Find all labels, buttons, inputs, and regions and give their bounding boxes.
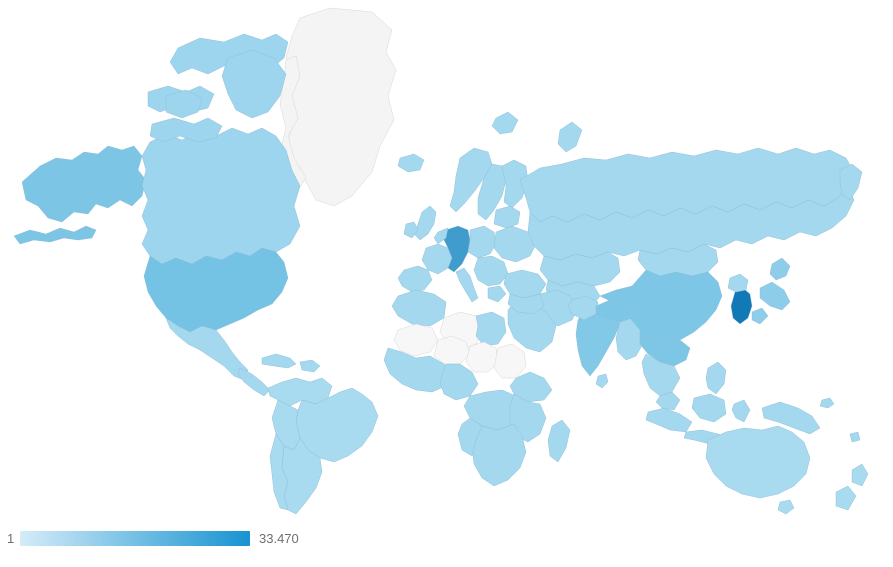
region-indonesia-sumatra[interactable] [646,408,692,432]
region-sri-lanka[interactable] [596,374,608,388]
region-novaya-zemlya[interactable] [558,122,582,152]
region-sudan[interactable] [494,344,526,378]
region-australia[interactable] [706,426,810,498]
region-canada[interactable] [142,128,300,264]
region-china[interactable] [600,270,722,344]
region-tasmania[interactable] [778,500,794,514]
region-japan-kyushu[interactable] [752,308,768,324]
region-japan-honshu[interactable] [760,282,790,310]
region-fiji[interactable] [850,432,860,442]
region-russia-south[interactable] [528,186,854,260]
region-victoria-island[interactable] [166,90,202,118]
region-benelux[interactable] [434,228,448,244]
region-madagascar[interactable] [548,420,570,462]
region-kamchatka[interactable] [840,164,862,200]
region-italy[interactable] [456,268,478,302]
region-philippines[interactable] [706,362,726,394]
region-east-africa[interactable] [510,394,546,442]
region-cuba-hispaniola[interactable] [300,360,320,372]
region-angola-zambia[interactable] [458,418,482,456]
region-caribbean[interactable] [262,354,296,368]
region-finland[interactable] [502,160,528,208]
region-pacific-islands[interactable] [820,398,834,408]
legend-min-label: 1 [7,530,15,546]
region-saudi-arabia[interactable] [508,300,556,352]
region-malaysia[interactable] [656,392,680,410]
region-japan[interactable] [770,258,790,280]
region-new-guinea[interactable] [762,402,820,434]
region-new-zealand-north[interactable] [852,464,868,486]
region-southern-africa[interactable] [472,424,526,486]
region-tibet[interactable] [596,300,632,322]
region-sweden[interactable] [478,164,506,220]
region-borneo[interactable] [692,394,726,422]
world-map-svg[interactable] [0,0,893,520]
region-aleutians[interactable] [14,226,96,244]
region-baffin-island[interactable] [222,50,286,118]
region-spain-portugal[interactable] [398,266,432,292]
region-south-korea[interactable] [731,288,752,324]
region-ireland[interactable] [404,222,418,238]
region-sulawesi[interactable] [732,400,750,422]
map-canvas[interactable] [0,0,893,520]
region-mali[interactable] [394,324,438,356]
region-poland-czech[interactable] [468,226,496,258]
region-united-kingdom[interactable] [414,206,436,240]
map-legend: 1 33.470 [0,523,893,553]
region-niger[interactable] [434,336,470,364]
region-alaska[interactable] [22,146,146,222]
region-baltic-states[interactable] [494,206,520,228]
region-chile-strip[interactable] [270,434,288,510]
legend-gradient-bar [20,530,250,546]
region-pakistan[interactable] [568,296,598,320]
region-north-korea[interactable] [728,274,748,292]
region-iceland[interactable] [398,154,424,172]
region-ukraine-belarus[interactable] [494,226,536,262]
region-turkey[interactable] [504,270,546,298]
region-new-zealand-south[interactable] [836,486,856,510]
region-ethiopia-horn[interactable] [510,372,552,402]
region-morocco-algeria[interactable] [392,290,446,326]
region-balkans[interactable] [474,256,508,286]
region-china-south[interactable] [640,330,690,366]
region-egypt[interactable] [476,312,506,346]
region-iraq-syria[interactable] [508,294,544,314]
region-greece[interactable] [488,286,506,302]
region-chad[interactable] [466,342,498,372]
region-mexico[interactable] [166,318,248,380]
region-central-america[interactable] [238,368,270,396]
region-canada-arctic-small-2[interactable] [150,118,222,142]
region-germany[interactable] [444,226,470,272]
region-svalbard[interactable] [492,112,518,134]
legend-max-label: 33.470 [259,530,299,546]
region-norway[interactable] [450,148,492,212]
